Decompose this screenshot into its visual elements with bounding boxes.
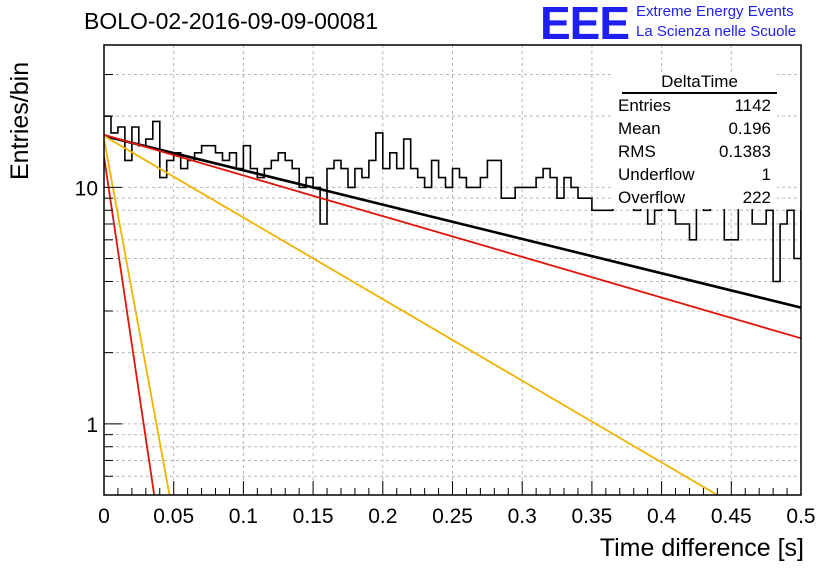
stats-row: Entries 1142: [612, 94, 777, 117]
stats-label: Underflow: [618, 165, 695, 184]
x-tick-label: 0.4: [647, 505, 677, 528]
x-tick-label: 0.45: [711, 505, 752, 528]
histogram-series: [104, 115, 801, 283]
y-axis-label: Entries/bin: [6, 61, 34, 180]
x-tick-label: 0.35: [571, 505, 612, 528]
stats-value: 0.1383: [719, 142, 771, 161]
x-tick-label: 0.5: [786, 505, 815, 528]
fit-line: [104, 133, 801, 340]
stats-value: 222: [742, 188, 771, 207]
logo-caption-line2: La Scienza nelle Scuole: [636, 23, 797, 40]
stats-label: Mean: [618, 119, 661, 138]
chart-title: BOLO-02-2016-09-09-00081: [84, 8, 379, 34]
stats-label: Entries: [618, 96, 671, 115]
x-tick-label: 0.3: [508, 505, 537, 528]
stats-label: Overflow: [618, 188, 686, 207]
stats-title: DeltaTime: [622, 72, 777, 94]
y-tick-label: 10: [75, 177, 98, 200]
stats-row: Underflow 1: [612, 163, 777, 186]
stats-row: Mean 0.196: [612, 117, 777, 140]
x-tick-label: 0.15: [293, 505, 334, 528]
y-tick-label: 1: [86, 414, 98, 437]
x-tick-label: 0.05: [153, 505, 194, 528]
x-tick-label: 0.2: [368, 505, 397, 528]
x-axis-label: Time difference [s]: [599, 534, 804, 562]
stats-value: 1142: [734, 96, 771, 115]
x-tick-label: 0: [98, 505, 110, 528]
stats-value: 1: [761, 165, 771, 184]
fit-line: [104, 156, 156, 495]
stats-row: Overflow 222: [612, 186, 777, 209]
stats-box: DeltaTime Entries 1142 Mean 0.196 RMS 0.138…: [612, 72, 777, 209]
fit-line: [104, 135, 718, 495]
x-tick-label: 0.25: [432, 505, 473, 528]
eee-logo: EEE: [540, 0, 630, 49]
stats-value: 0.196: [728, 119, 771, 138]
x-tick-label: 0.1: [229, 505, 258, 528]
logo-caption-line1: Extreme Energy Events: [636, 3, 794, 20]
stats-row: RMS 0.1383: [612, 140, 777, 163]
fit-line: [104, 134, 801, 309]
fit-line: [104, 138, 171, 495]
stats-label: RMS: [618, 142, 656, 161]
